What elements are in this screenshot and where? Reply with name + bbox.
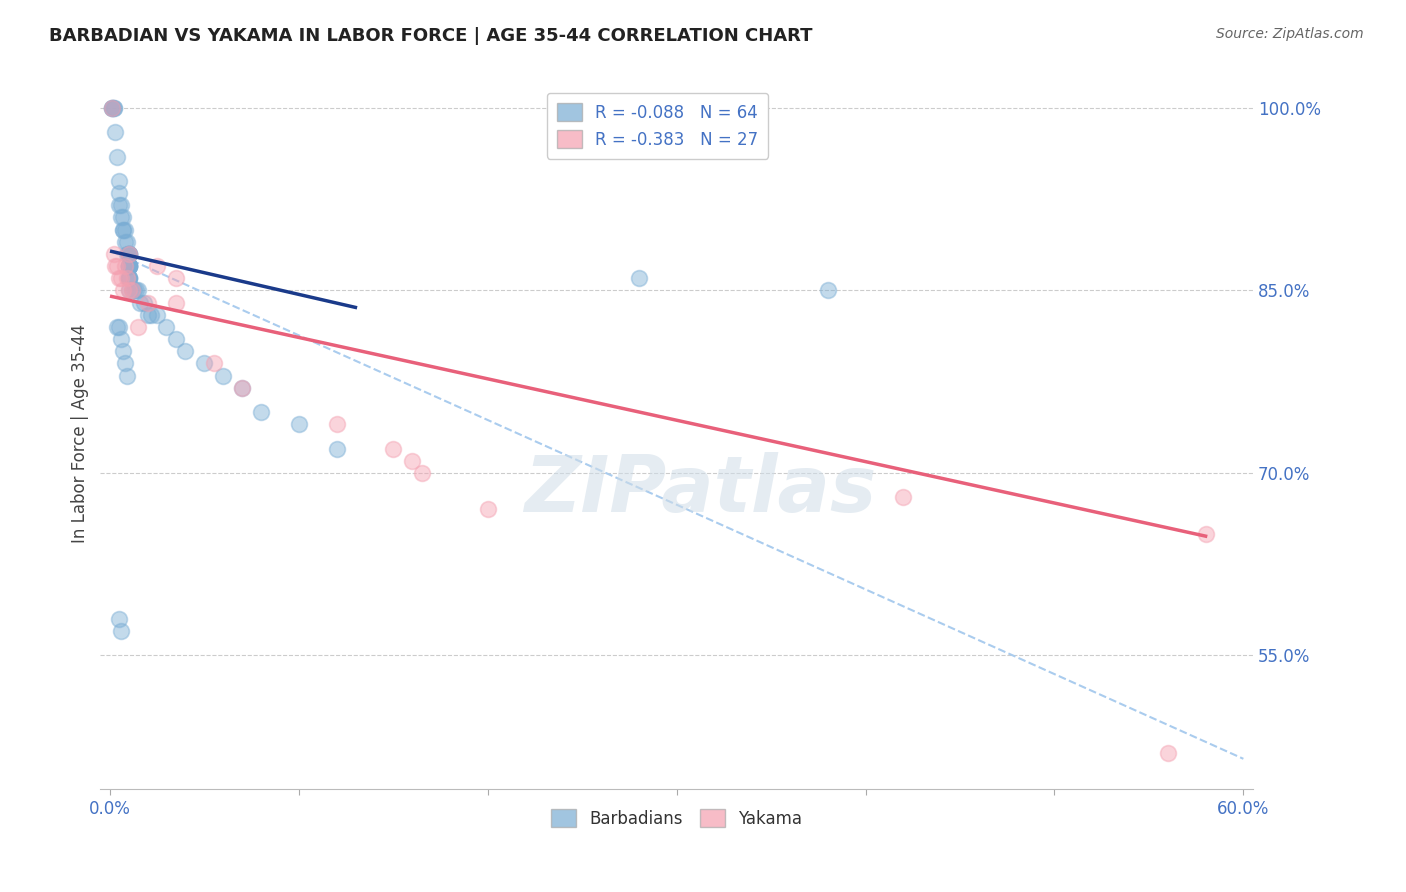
Point	[108, 271, 131, 285]
Text: ZIPatlas: ZIPatlas	[523, 452, 876, 528]
Point	[118, 259, 141, 273]
Point	[105, 149, 128, 163]
Point	[115, 247, 138, 261]
Point	[118, 271, 141, 285]
Point	[477, 502, 499, 516]
Point	[100, 101, 122, 115]
Point	[146, 259, 169, 273]
Point	[100, 101, 122, 115]
Point	[121, 284, 143, 298]
Point	[111, 344, 134, 359]
Point	[325, 417, 347, 432]
Text: Source: ZipAtlas.com: Source: ZipAtlas.com	[1216, 27, 1364, 41]
Point	[108, 198, 131, 212]
Point	[103, 101, 125, 115]
Point	[231, 381, 253, 395]
Point	[115, 235, 138, 249]
Point	[100, 101, 122, 115]
Point	[118, 271, 141, 285]
Point	[118, 259, 141, 273]
Point	[115, 368, 138, 383]
Text: BARBADIAN VS YAKAMA IN LABOR FORCE | AGE 35-44 CORRELATION CHART: BARBADIAN VS YAKAMA IN LABOR FORCE | AGE…	[49, 27, 813, 45]
Point	[325, 442, 347, 456]
Point	[111, 222, 134, 236]
Point	[111, 211, 134, 225]
Point	[118, 247, 141, 261]
Point	[105, 259, 128, 273]
Point	[136, 308, 159, 322]
Point	[141, 308, 163, 322]
Point	[111, 284, 134, 298]
Point	[155, 319, 177, 334]
Point	[129, 295, 152, 310]
Point	[1194, 526, 1216, 541]
Point	[108, 319, 131, 334]
Point	[382, 442, 405, 456]
Point	[118, 259, 141, 273]
Point	[891, 490, 914, 504]
Point	[114, 235, 136, 249]
Point	[250, 405, 273, 419]
Point	[110, 332, 132, 346]
Point	[114, 356, 136, 370]
Point	[118, 271, 141, 285]
Point	[118, 247, 141, 261]
Point	[118, 259, 141, 273]
Point	[127, 319, 149, 334]
Point	[108, 174, 131, 188]
Point	[146, 308, 169, 322]
Point	[118, 259, 141, 273]
Point	[202, 356, 225, 370]
Point	[111, 222, 134, 236]
Point	[103, 101, 125, 115]
Point	[121, 284, 143, 298]
Point	[401, 453, 423, 467]
Point	[118, 247, 141, 261]
Point	[193, 356, 215, 370]
Point	[100, 101, 122, 115]
Point	[115, 271, 138, 285]
Point	[118, 284, 141, 298]
Point	[165, 271, 187, 285]
Point	[411, 466, 433, 480]
Point	[118, 259, 141, 273]
Point	[118, 284, 141, 298]
Legend: Barbadians, Yakama: Barbadians, Yakama	[544, 802, 808, 834]
Point	[118, 271, 141, 285]
Point	[110, 211, 132, 225]
Point	[136, 295, 159, 310]
Point	[231, 381, 253, 395]
Point	[110, 271, 132, 285]
Point	[110, 624, 132, 638]
Point	[1157, 746, 1180, 760]
Point	[118, 247, 141, 261]
Point	[114, 259, 136, 273]
Point	[817, 284, 839, 298]
Point	[110, 198, 132, 212]
Point	[118, 247, 141, 261]
Point	[174, 344, 197, 359]
Point	[124, 284, 146, 298]
Point	[287, 417, 309, 432]
Point	[125, 284, 148, 298]
Point	[114, 222, 136, 236]
Point	[105, 319, 128, 334]
Point	[627, 271, 650, 285]
Point	[118, 247, 141, 261]
Point	[118, 259, 141, 273]
Point	[132, 295, 155, 310]
Point	[104, 259, 127, 273]
Point	[103, 247, 125, 261]
Point	[127, 284, 149, 298]
Point	[108, 612, 131, 626]
Point	[212, 368, 235, 383]
Y-axis label: In Labor Force | Age 35-44: In Labor Force | Age 35-44	[72, 324, 89, 543]
Point	[165, 332, 187, 346]
Point	[104, 125, 127, 139]
Point	[165, 295, 187, 310]
Point	[108, 186, 131, 200]
